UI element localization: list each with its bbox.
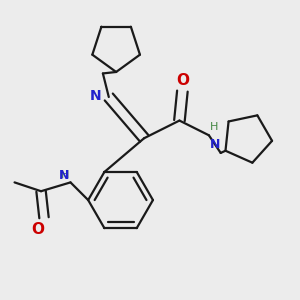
- Text: O: O: [176, 73, 189, 88]
- Text: H: H: [61, 170, 69, 180]
- Text: O: O: [32, 222, 45, 237]
- Text: H: H: [210, 122, 219, 132]
- Text: N: N: [59, 169, 69, 182]
- Text: N: N: [90, 88, 101, 103]
- Text: N: N: [210, 138, 221, 151]
